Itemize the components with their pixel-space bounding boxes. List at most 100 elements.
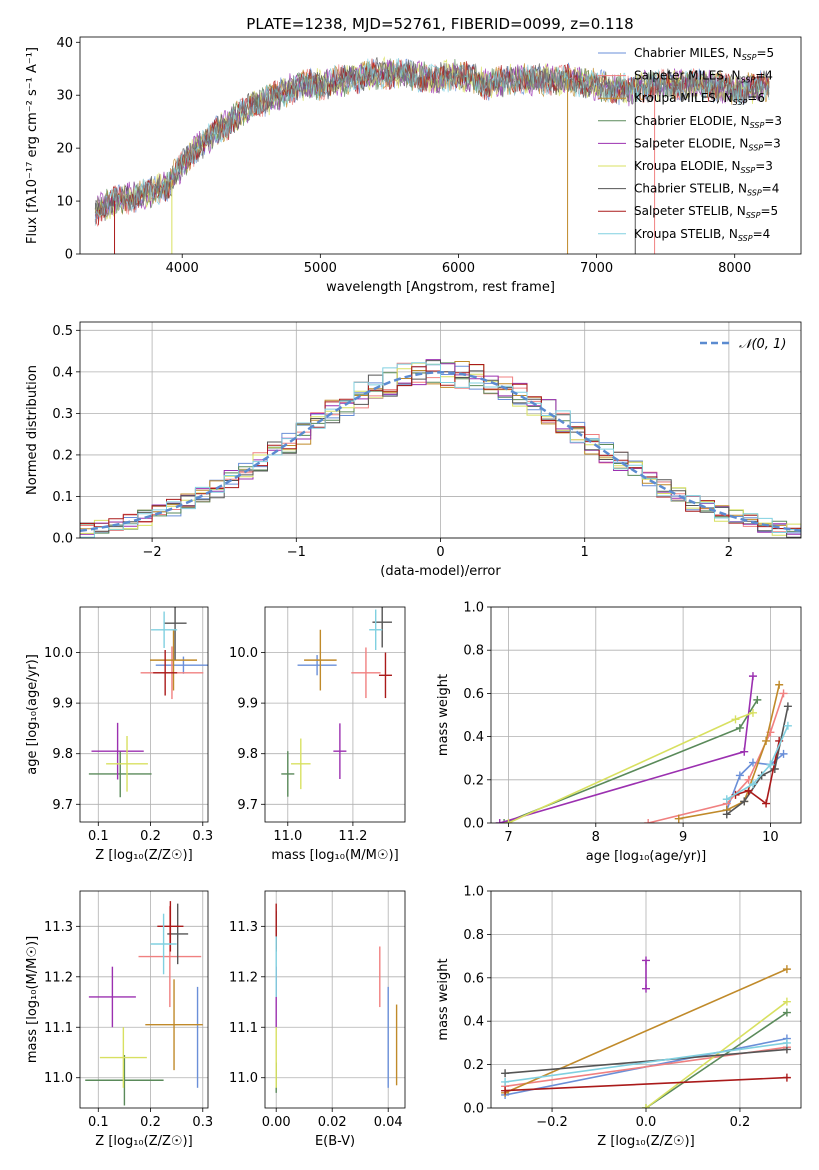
y-tick-label: 0.4 [463, 1015, 484, 1030]
legend-entry-subscript: SSP [750, 121, 765, 130]
x-tick-label: 0.0 [636, 1115, 657, 1130]
mass-weight-marker [735, 723, 744, 732]
legend-entry: Salpeter ELODIE, NSSP=3 [634, 136, 781, 152]
mass-weight-marker [762, 736, 771, 745]
axes-frame [264, 606, 406, 823]
y-tick-label: 1.0 [463, 601, 484, 616]
mass-weight-marker [642, 984, 650, 993]
x-tick-label: 7 [504, 830, 512, 845]
x-tick-label: 0.04 [374, 1115, 403, 1130]
mass-weight-line [499, 676, 754, 823]
legend-entry-name: Kroupa MILES, N [634, 91, 733, 105]
x-axis-label: mass [log₁₀(M/M☉)] [271, 848, 398, 863]
x-tick-label: 0.02 [318, 1115, 347, 1130]
y-tick-label: 9.8 [52, 747, 73, 762]
spectrum-line [94, 57, 770, 226]
legend-entry-name: Kroupa ELODIE, N [634, 159, 741, 173]
mass-weight-line [504, 968, 788, 1094]
mass-weight-marker [642, 956, 650, 965]
x-tick-label: 1 [581, 545, 589, 560]
y-tick-label: 0.6 [463, 971, 484, 986]
y-tick-label: 0.8 [463, 928, 484, 943]
x-tick-label: −0.2 [536, 1115, 568, 1130]
y-tick-label: 0.3 [52, 407, 73, 422]
x-axis-label: wavelength [Angstrom, rest frame] [326, 280, 555, 295]
x-tick-label: 7000 [580, 261, 613, 276]
mass-weight-marker [782, 1008, 791, 1017]
mass-weight-marker [495, 819, 504, 823]
legend-entry: Chabrier STELIB, NSSP=4 [634, 182, 779, 198]
y-tick-label: 0.1 [52, 490, 73, 505]
y-tick-label: 9.8 [237, 747, 258, 762]
mass-weight-marker [748, 758, 757, 767]
legend-entry: 𝒩(0, 1) [739, 337, 786, 352]
y-tick-label: 0.0 [52, 532, 73, 547]
x-axis-label: Z [log₁₀(Z/Z☉)] [95, 1134, 192, 1149]
x-tick-label: 4000 [166, 261, 199, 276]
y-tick-label: 10.0 [44, 646, 73, 661]
mass-weight-marker [770, 765, 779, 773]
mass-weight-line [505, 1076, 787, 1092]
y-tick-label: 9.9 [52, 697, 73, 712]
y-tick-label: 11.2 [229, 970, 258, 985]
mass-weight-marker [782, 1073, 791, 1082]
y-tick-label: 9.7 [52, 798, 73, 813]
mass-weight-marker [748, 780, 757, 789]
axes-frame [79, 606, 209, 823]
y-tick-label: 0.4 [463, 730, 484, 745]
plot-area-residuals [80, 359, 801, 538]
legend-entry: Kroupa ELODIE, NSSP=3 [634, 159, 773, 175]
mass-weight-line [735, 740, 780, 805]
y-tick-label: 20 [56, 142, 73, 157]
legend-entry-count: =6 [747, 91, 765, 105]
axes-frame [490, 606, 802, 824]
y-tick-label: 11.1 [229, 1021, 258, 1036]
x-tick-label: 0.1 [88, 829, 109, 844]
y-tick-label: 11.0 [44, 1071, 73, 1086]
y-tick-label: 0.0 [463, 817, 484, 832]
y-tick-label: 0.2 [52, 448, 73, 463]
y-tick-label: 40 [56, 36, 73, 51]
mass-weight-marker [722, 810, 731, 819]
mass-weight-marker [642, 1104, 650, 1108]
y-tick-label: 10 [56, 195, 73, 210]
legend-entry-subscript: SSP [738, 234, 753, 243]
mass-weight-line [503, 699, 758, 823]
mass-weight-marker [775, 680, 784, 689]
axes-frame [79, 36, 802, 255]
axes-frame [79, 890, 209, 1109]
mass-weight-marker [740, 797, 749, 806]
x-axis-label: E(B-V) [315, 1134, 355, 1149]
legend-entry-count: =3 [755, 159, 773, 173]
mass-weight-marker [501, 1077, 510, 1086]
y-tick-label: 30 [56, 89, 73, 104]
legend-entry-count: =5 [756, 46, 774, 60]
y-tick-label: 11.3 [229, 920, 258, 935]
x-tick-label: 0.3 [192, 829, 213, 844]
plot-area-age_vs_Z [88, 607, 208, 798]
axes-residuals: −2 −1 0 1 2 0.0 0.1 0.2 0.3 0.4 0.5 (data-model)/er… [25, 321, 802, 579]
legend-entry-count: =5 [760, 204, 778, 218]
x-tick-label: 0.2 [140, 1115, 161, 1130]
legend-entry: Kroupa MILES, NSSP=6 [634, 91, 765, 107]
legend-entry: Salpeter STELIB, NSSP=5 [634, 204, 778, 220]
y-tick-label: 11.0 [229, 1071, 258, 1086]
y-tick-label: 10.0 [229, 646, 258, 661]
legend-entry-name: Chabrier ELODIE, N [634, 114, 750, 128]
x-axis-label: Z [log₁₀(Z/Z☉)] [95, 848, 192, 863]
y-tick-label: 0 [65, 248, 73, 263]
legend-entry-name: Chabrier STELIB, N [634, 182, 747, 196]
y-tick-label: 9.9 [237, 697, 258, 712]
axes-frame [264, 890, 406, 1109]
mass-weight-marker [674, 814, 683, 823]
axes-age_vs_mass: 11.0 11.2 9.7 9.8 9.9 10.0 mass [log₁₀(M/M☉)] [229, 606, 406, 863]
y-tick-label: 0.2 [463, 773, 484, 788]
y-tick-label: 0.8 [463, 644, 484, 659]
y-axis-label: Normed distribution [25, 365, 40, 495]
y-tick-label: 0.0 [463, 1102, 484, 1117]
legend-entry-name: Salpeter ELODIE, N [634, 136, 748, 150]
mass-weight-marker [735, 771, 744, 780]
legend-entry-subscript: SSP [747, 189, 762, 198]
axes-mass_vs_Z: 0.1 0.2 0.3 11.0 11.1 11.2 11.3 Z [log₁₀(Z/Z☉)]… [25, 890, 213, 1149]
mass-weight-line [505, 1048, 787, 1075]
